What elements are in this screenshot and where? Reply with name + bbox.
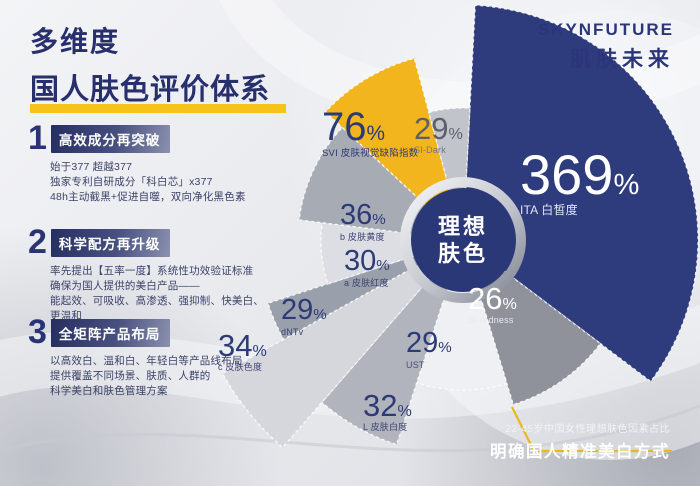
feature-2-title: 科学配方再升级 [50,228,171,257]
callout-line [511,406,672,453]
segment-label-l: 32% L 皮肤白度 [363,388,412,433]
footer-caption-block: 22-45岁中国女性理想肤色因素占比 明确国人精准美白方式 [490,420,670,462]
wedge-ita [462,4,699,383]
segment-label-dnt: 29% dNTv [281,294,327,337]
feature-1-number: 1 [28,119,47,157]
center-label-line1: 理想 [437,214,489,239]
feature-1-line1: 始于377 超越377 [50,160,133,173]
segment-label-ita: 369% ITA 白皙度 [520,143,640,218]
background-swoosh-line [0,404,700,453]
page-title: 多维度 国人肤色评价体系 [30,20,286,113]
segment-label-svi: 76% SVI 皮肤视觉缺陷指数 [322,105,419,159]
brand-logo: SKYNFUTURE 肌肤未来 [538,20,674,73]
feature-1-title: 高效成分再突破 [50,124,171,153]
brand-name-zh: 肌肤未来 [570,48,674,71]
feature-3-line3: 科学美白和肤色管理方案 [50,384,168,397]
feature-1: 1 高效成分再突破 始于377 超越377 独家专利自研成分「科白芯」x377 … [28,119,273,205]
footer-headline: 明确国人精准美白方式 [490,443,670,461]
feature-2-line2: 确保为国人提供的美白产品—— [50,279,200,292]
feature-3: 3 全矩阵产品布局 以高效白、温和白、年轻白等产品线布局 提供覆盖不同场景、肤质… [28,313,273,399]
feature-2-number: 2 [28,223,47,261]
feature-1-line3: 48h主动截黑+促进自噬，双向净化黑色素 [50,190,246,203]
title-line2: 国人肤色评价体系 [30,74,271,106]
title-line1: 多维度 [30,26,121,57]
center-label-line2: 肤色 [437,241,489,266]
center-disc [411,188,515,292]
center-label: 理想 肤色 [438,213,488,267]
feature-2: 2 科学配方再升级 率先提出【五率一度】系统性功效验证标准 确保为国人提供的美白… [28,223,273,324]
wedge-ust [415,237,508,391]
segment-label-c: 34% c 皮肤色度 [218,328,267,373]
segment-label-si-dark: 29% SI-Dark [414,111,463,156]
feature-3-line2: 提供覆盖不同场景、肤质、人群的 [50,369,211,382]
segment-label-b: 36% b 皮肤黄度 [340,199,386,242]
feature-3-number: 3 [28,313,47,351]
segment-label-ust: 29% UST [406,327,452,370]
feature-3-line1: 以高效白、温和白、年轻白等产品线布局 [50,354,243,367]
title-underline [30,104,286,113]
feature-1-line2: 独家专利自研成分「科白芯」x377 [50,175,213,188]
feature-3-title: 全矩阵产品布局 [50,318,171,347]
segment-label-si-redness: 26% SI-redness [468,281,517,326]
feature-2-line1: 率先提出【五率一度】系统性功效验证标准 [50,264,254,277]
wedge-c [221,239,464,449]
footer-caption: 22-45岁中国女性理想肤色因素占比 [505,424,670,435]
segment-label-a: 30% a 皮肤红度 [344,245,390,288]
brand-name-en: SKYNFUTURE [537,20,674,39]
center-ring [400,177,526,303]
